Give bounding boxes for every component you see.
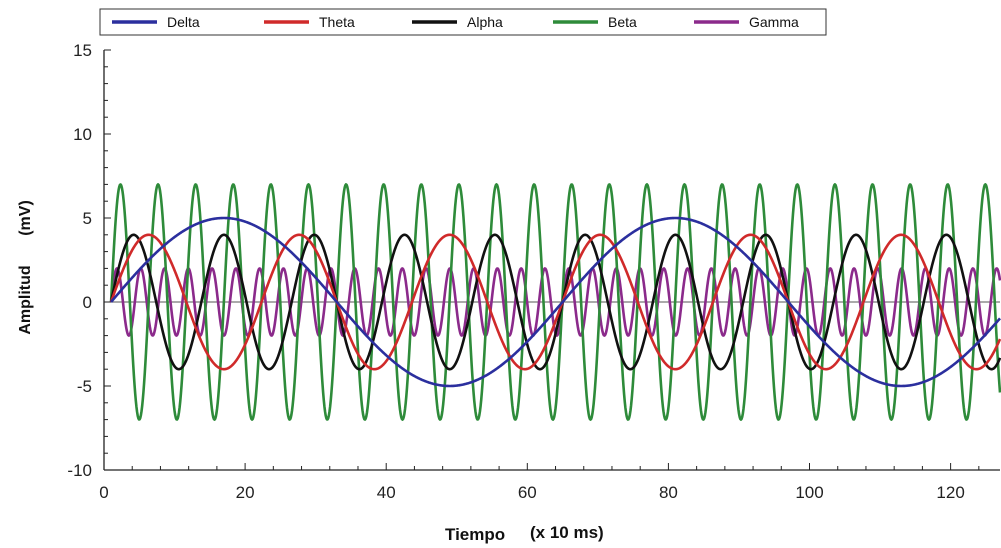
series-lines — [109, 183, 1001, 421]
y-tick-label: 15 — [73, 41, 92, 60]
y-axis-title: Amplitud — [17, 265, 34, 334]
series-line-theta — [109, 233, 1001, 371]
legend-label-alpha: Alpha — [467, 14, 503, 30]
legend-label-beta: Beta — [608, 14, 637, 30]
legend-label-delta: Delta — [167, 14, 200, 30]
legend: Delta Theta Alpha Beta Gamma — [99, 8, 827, 36]
x-tick-label: 120 — [936, 483, 964, 502]
y-tick-label: 0 — [83, 293, 92, 312]
x-tick-label: 100 — [795, 483, 823, 502]
x-tick-label: 0 — [99, 483, 108, 502]
series-line-beta — [109, 183, 1001, 421]
series-line-alpha — [109, 233, 1001, 371]
x-axis-title: Tiempo — [445, 525, 505, 544]
legend-label-theta: Theta — [319, 14, 355, 30]
tick-labels: -10 -5 0 5 10 15 0 20 40 60 80 100 120 — [67, 41, 964, 502]
x-tick-label: 80 — [659, 483, 678, 502]
y-tick-label: 10 — [73, 125, 92, 144]
y-tick-label: -10 — [67, 461, 92, 480]
y-tick-label: 5 — [83, 209, 92, 228]
y-tick-label: -5 — [77, 377, 92, 396]
y-axis-unit: (mV) — [17, 200, 34, 236]
x-tick-label: 20 — [236, 483, 255, 502]
x-tick-label: 40 — [377, 483, 396, 502]
legend-label-gamma: Gamma — [749, 14, 799, 30]
x-tick-label: 60 — [518, 483, 537, 502]
series-line-delta — [110, 216, 1001, 388]
x-axis-unit: (x 10 ms) — [530, 523, 604, 542]
